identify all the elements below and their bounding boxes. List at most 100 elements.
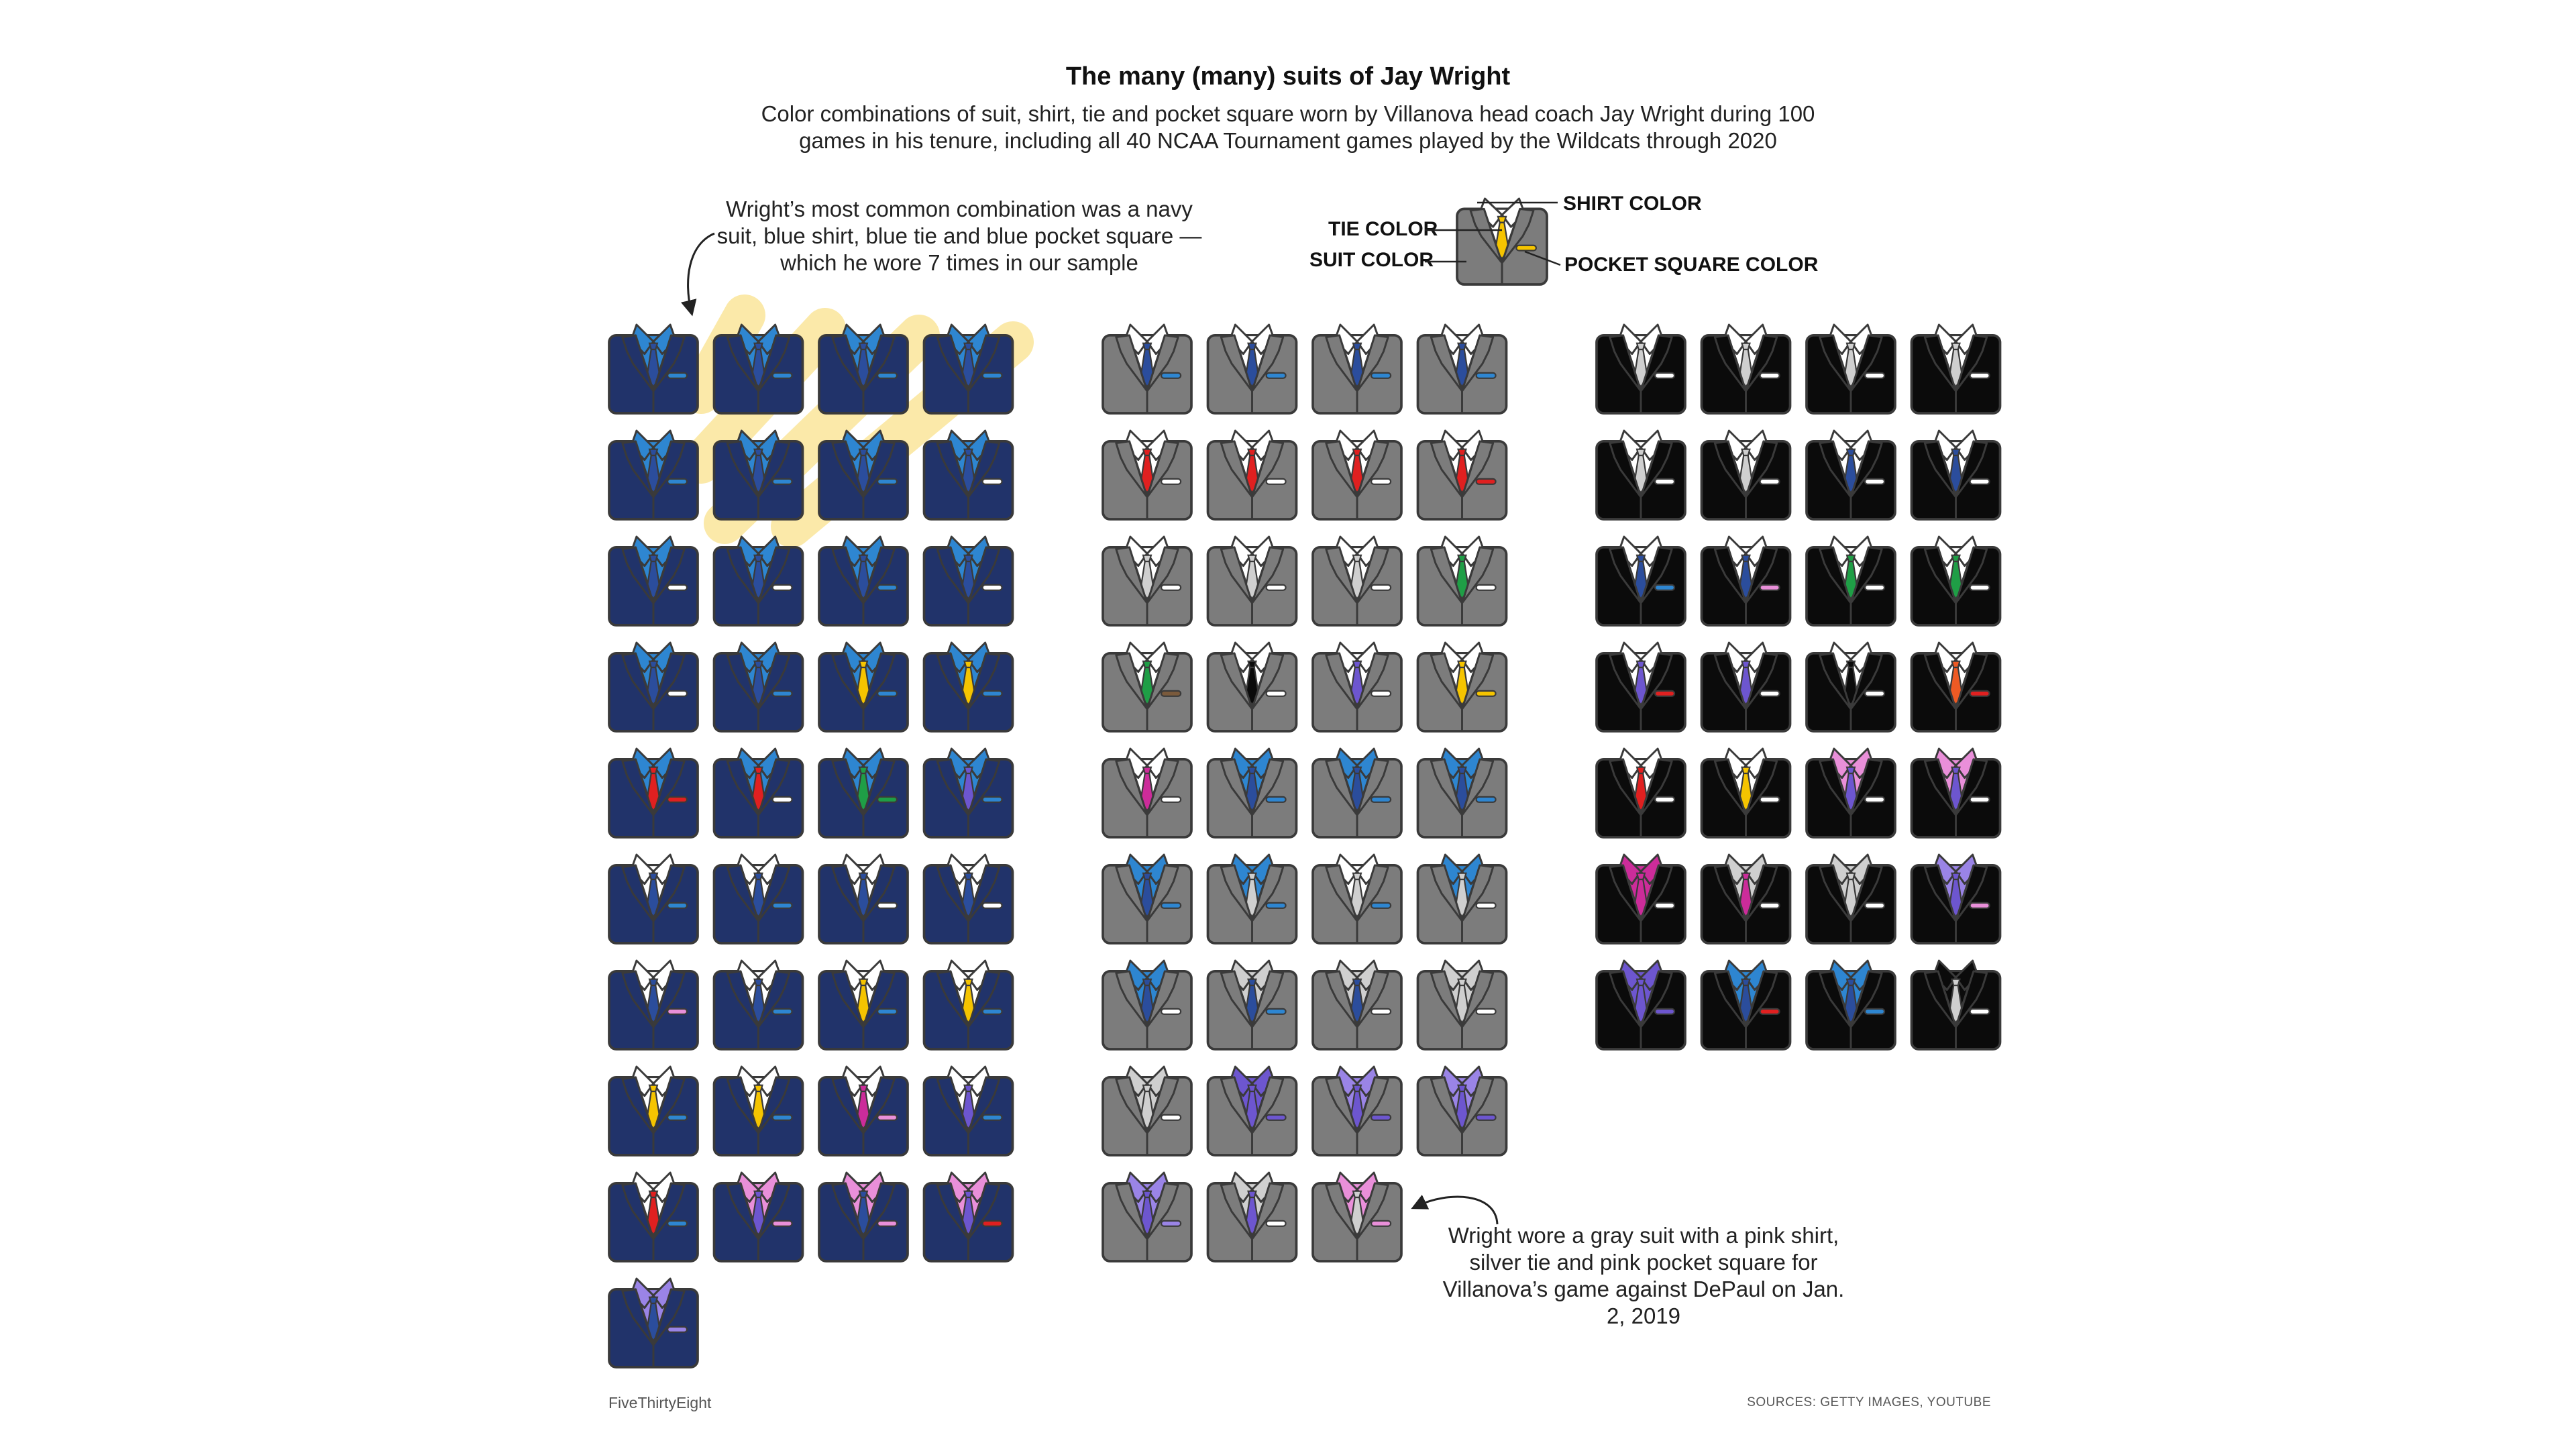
tie-knot [648, 766, 659, 775]
tie-knot [1951, 660, 1961, 669]
tie-knot [1951, 448, 1961, 457]
lapel-left [1220, 758, 1253, 816]
lapel-right [1356, 1076, 1389, 1134]
lapel-right [1955, 758, 1988, 816]
tie-knot [1497, 215, 1507, 223]
lapel-left [1430, 864, 1463, 922]
lapel-right [1461, 334, 1495, 392]
lapel-right [1745, 864, 1778, 922]
legend-key [1425, 197, 1561, 286]
lapel-right [1146, 1076, 1179, 1134]
suit-icon-gray-29 [1102, 1065, 1193, 1157]
lapel-right [1745, 440, 1778, 498]
pocket-square [1265, 902, 1287, 909]
tie-knot [1247, 448, 1257, 457]
lapel-left [726, 1182, 759, 1240]
lapel-right [967, 546, 1001, 604]
tie-knot [1142, 1190, 1152, 1199]
suit-icon-gray-16 [1416, 641, 1508, 733]
pocket-square [1969, 902, 1990, 909]
pocket-square [1265, 478, 1287, 485]
pocket-square [1475, 584, 1497, 591]
suit-icon-black-13 [1595, 641, 1686, 733]
suit-icon-gray-35 [1311, 1171, 1403, 1263]
pocket-square [1864, 1008, 1886, 1015]
suit-icon-gray-21 [1102, 853, 1193, 945]
pocket-square [1969, 796, 1990, 803]
annotation-most-common: Wright’s most common combination was a n… [716, 197, 1202, 275]
lapel-left [936, 970, 969, 1028]
lapel-right [1461, 440, 1495, 498]
lapel-right [757, 970, 791, 1028]
lapel-right [1849, 546, 1883, 604]
pocket-square [1265, 1114, 1287, 1121]
suit-icon-navy-3 [818, 323, 909, 415]
lapel-left [936, 1076, 969, 1134]
key-label-tie: TIE COLOR [1328, 218, 1438, 240]
lapel-right [1849, 864, 1883, 922]
lapel-left [1923, 546, 1957, 604]
pocket-square [1160, 1220, 1182, 1227]
lapel-right [757, 652, 791, 710]
pocket-square [1654, 796, 1676, 803]
tie-knot [1142, 766, 1152, 775]
lapel-left [1115, 758, 1148, 816]
suit-icon-navy-10 [712, 535, 804, 627]
lapel-right [1356, 864, 1389, 922]
suit-icon-navy-21 [608, 853, 699, 945]
lapel-right [1745, 652, 1778, 710]
suit-icon-gray-5 [1102, 429, 1193, 521]
lapel-right [967, 652, 1001, 710]
lapel-left [1325, 334, 1358, 392]
lapel-left [1325, 440, 1358, 498]
lapel-right [757, 440, 791, 498]
lapel-left [936, 334, 969, 392]
annotation-arrow-right [1411, 1194, 1499, 1225]
tie-knot [1457, 766, 1467, 775]
lapel-left [1713, 334, 1747, 392]
tie-knot [858, 554, 869, 563]
tie-knot [1741, 978, 1751, 987]
pocket-square [666, 478, 688, 485]
pocket-square [1864, 478, 1886, 485]
lapel-left [621, 334, 655, 392]
pocket-square [666, 796, 688, 803]
pocket-square [1160, 1114, 1182, 1121]
lapel-left [726, 864, 759, 922]
lapel-left [621, 970, 655, 1028]
lapel-right [967, 1076, 1001, 1134]
suit-icon-gray-12 [1416, 535, 1508, 627]
tie-knot [963, 1084, 973, 1093]
lapel-left [1430, 440, 1463, 498]
pocket-square [1759, 902, 1780, 909]
lapel-left [621, 652, 655, 710]
pocket-square [1475, 796, 1497, 803]
tie-knot [1352, 554, 1362, 563]
pocket-square [1265, 372, 1287, 379]
tie-knot [1247, 766, 1257, 775]
tie-knot [963, 342, 973, 351]
tie-knot [1845, 660, 1856, 669]
tie-knot [1142, 448, 1152, 457]
chart-subtitle: Color combinations of suit, shirt, tie a… [761, 101, 1815, 153]
lapel-left [831, 1076, 865, 1134]
pocket-square [876, 372, 898, 379]
lapel-right [862, 440, 896, 498]
pocket-square [1969, 584, 1990, 591]
tie-knot [1635, 554, 1646, 563]
lapel-left [831, 652, 865, 710]
lapel-left [1923, 440, 1957, 498]
suit-icon-navy-13 [608, 641, 699, 733]
lapel-left [621, 1288, 655, 1346]
suit-icon-navy-35 [818, 1171, 909, 1263]
lapel-right [1955, 652, 1988, 710]
suit-icon-navy-36 [922, 1171, 1014, 1263]
lapel-right [1955, 546, 1988, 604]
pocket-square [1160, 690, 1182, 697]
suit-icon-gray-7 [1311, 429, 1403, 521]
lapel-right [652, 1182, 686, 1240]
lapel-left [1115, 652, 1148, 710]
lapel-left [1713, 440, 1747, 498]
suit-icon-navy-30 [712, 1065, 804, 1157]
tie-knot [1635, 448, 1646, 457]
